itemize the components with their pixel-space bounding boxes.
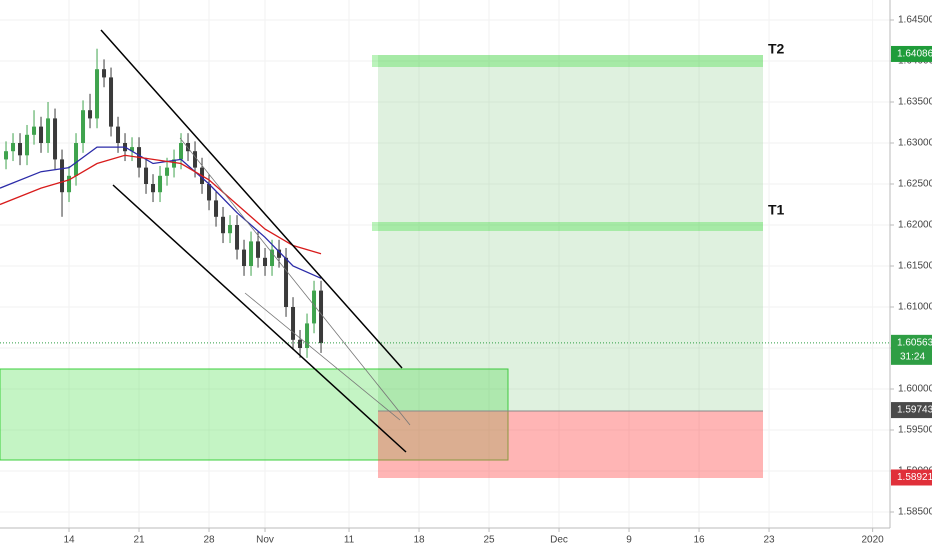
candle-body	[165, 167, 170, 176]
axes: 1.645001.640001.635001.630001.625001.620…	[63, 15, 932, 546]
candle-body	[102, 69, 107, 78]
annotation: T2	[768, 41, 785, 57]
price-tag-label: 1.58921	[897, 472, 932, 483]
y-tick-label: 1.61000	[898, 302, 932, 313]
candle-body	[39, 126, 44, 144]
y-tick-label: 1.63500	[898, 97, 932, 108]
candle-body	[291, 307, 296, 340]
candle-body	[228, 225, 233, 234]
stop-zone	[378, 411, 763, 478]
price-tag	[891, 469, 932, 486]
y-tick-label: 1.61500	[898, 261, 932, 272]
candle-body	[18, 143, 23, 156]
candle-body	[172, 159, 177, 168]
current-price-label: 1.60563	[897, 337, 932, 348]
y-tick-label: 1.60000	[898, 384, 932, 395]
candle-body	[81, 110, 86, 144]
candle-body	[179, 143, 184, 160]
target-band	[372, 222, 763, 231]
candle-body	[319, 290, 324, 344]
candle-body	[67, 175, 72, 193]
candle-body	[25, 134, 30, 156]
candle-body	[144, 167, 149, 185]
x-tick-label: 25	[483, 535, 495, 546]
x-tick-label: Dec	[550, 535, 568, 546]
price-tag	[891, 402, 932, 419]
y-tick-label: 1.62500	[898, 179, 932, 190]
price-tag	[891, 45, 932, 62]
x-tick-label: 18	[413, 535, 425, 546]
candle-body	[270, 249, 275, 267]
candle-body	[116, 126, 121, 144]
candle-body	[263, 257, 268, 267]
plot	[0, 48, 890, 358]
annotation: T1	[768, 202, 785, 218]
candle-body	[235, 225, 240, 250]
channel-line	[100, 29, 403, 369]
candle-body	[95, 69, 100, 119]
grid	[0, 0, 890, 528]
trend-line	[179, 137, 411, 426]
candle-body	[242, 249, 247, 267]
x-tick-label: 23	[763, 535, 775, 546]
candle-body	[193, 151, 198, 168]
price-tag-label: 1.64086	[897, 49, 932, 60]
candle-body	[130, 147, 135, 152]
candle-body	[249, 241, 254, 267]
candle-body	[256, 241, 261, 258]
candle-body	[214, 200, 219, 217]
price-tag-label: 1.59743	[897, 405, 932, 416]
support-zone	[0, 368, 509, 461]
x-tick-label: 16	[693, 535, 705, 546]
y-tick-label: 1.62000	[898, 220, 932, 231]
x-tick-label: 9	[626, 535, 632, 546]
x-tick-label: 11	[344, 535, 355, 546]
countdown: 31:24	[900, 351, 925, 362]
candle-body	[88, 110, 93, 119]
candle-body	[4, 151, 9, 160]
candle-body	[151, 184, 156, 193]
candle-body	[284, 257, 289, 308]
moving-average	[0, 154, 322, 255]
trend-line	[244, 292, 401, 421]
x-tick-label: Nov	[256, 535, 274, 546]
y-tick-label: 1.63000	[898, 138, 932, 149]
candle-body	[46, 118, 51, 144]
candle-body	[53, 118, 58, 160]
y-tick-label: 1.59500	[898, 425, 932, 436]
candle-body	[158, 175, 163, 193]
y-tick-label: 1.58500	[898, 507, 932, 518]
candle-body	[32, 126, 37, 135]
candle-body	[305, 323, 310, 349]
y-tick-label: 1.64500	[898, 15, 932, 26]
x-tick-label: 2020	[862, 535, 885, 546]
candle-body	[312, 290, 317, 324]
candle-body	[109, 77, 114, 127]
candle-body	[207, 184, 212, 201]
x-tick-label: 21	[133, 535, 145, 546]
candle-body	[298, 339, 303, 349]
current-price-tag	[891, 334, 932, 365]
candle-body	[221, 216, 226, 234]
candle-body	[60, 159, 65, 193]
candle-body	[277, 249, 282, 258]
channel-line	[112, 184, 407, 453]
candle-body	[11, 143, 16, 152]
profit-zone	[378, 55, 763, 411]
target-band	[372, 55, 763, 67]
x-tick-label: 28	[203, 535, 215, 546]
candle-body	[74, 143, 79, 176]
x-tick-label: 14	[63, 535, 75, 546]
candle-body	[186, 143, 191, 152]
